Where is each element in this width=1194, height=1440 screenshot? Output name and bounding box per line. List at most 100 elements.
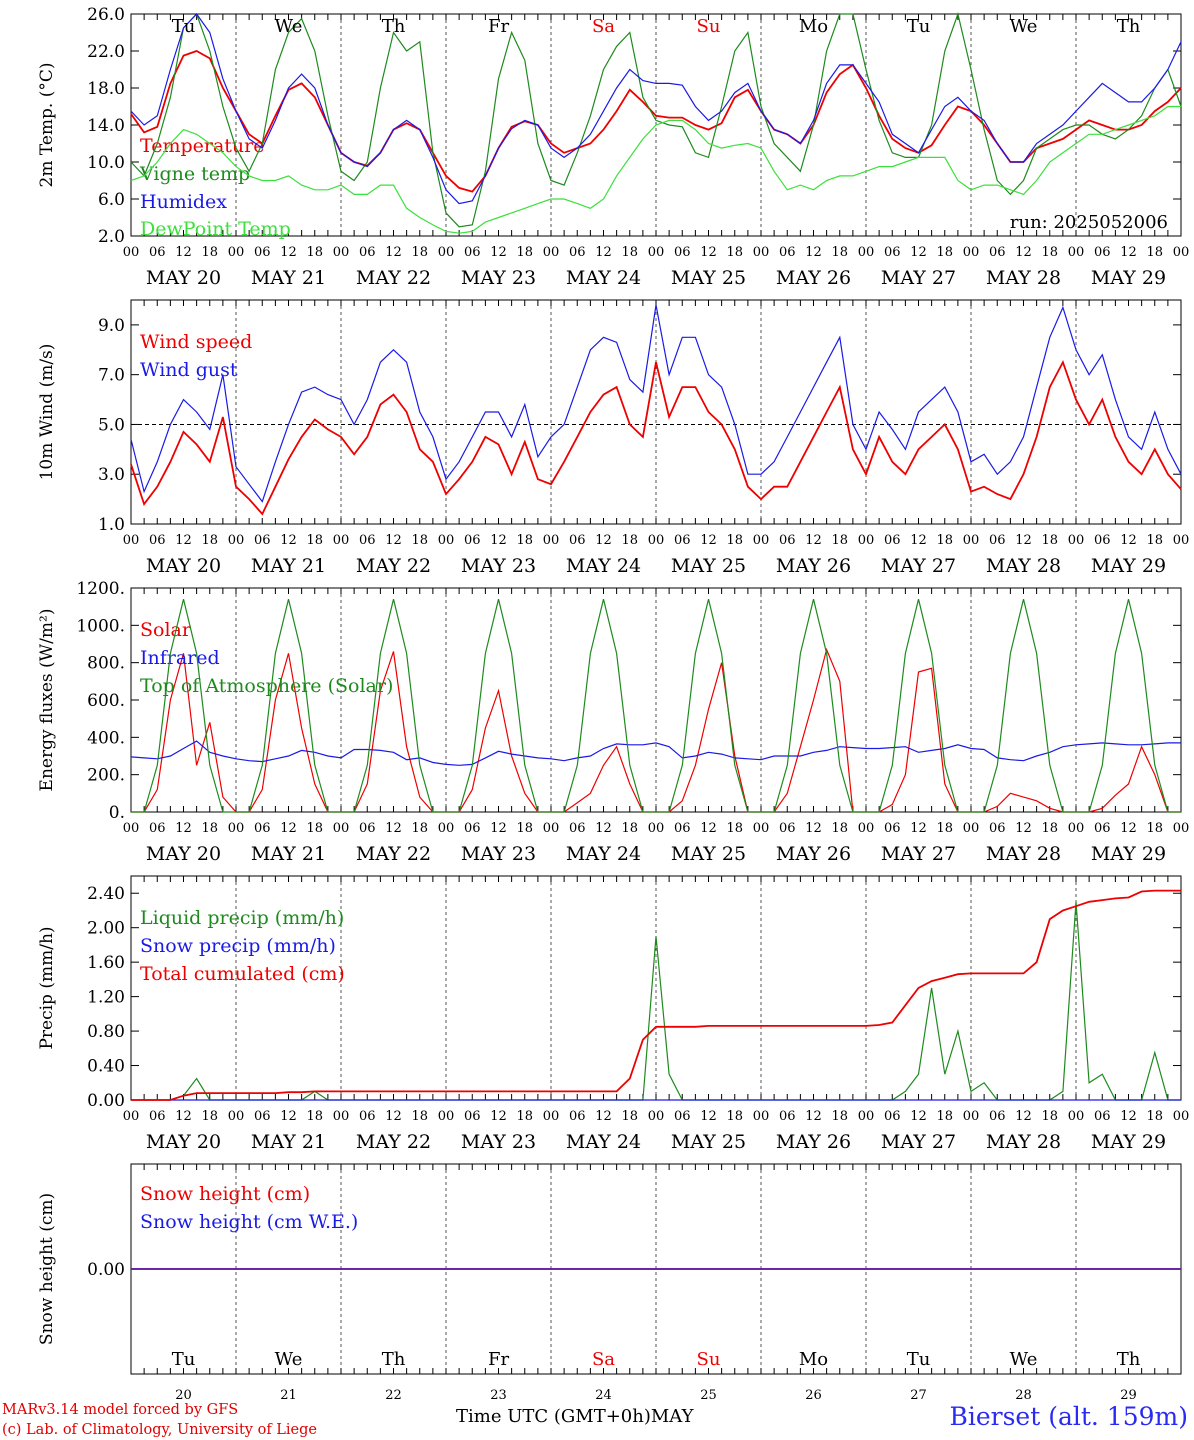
hour-tick-label: 06	[989, 245, 1006, 260]
hour-tick-label: 06	[254, 245, 271, 260]
hour-tick-label: 12	[910, 821, 927, 836]
hour-tick-label: 12	[1120, 821, 1137, 836]
hour-tick-label: 06	[884, 245, 901, 260]
date-label: MAY 28	[986, 1131, 1061, 1153]
hour-tick-label: 00	[438, 245, 455, 260]
hour-tick-label: 18	[621, 1109, 638, 1124]
hour-tick-label: 00	[753, 533, 770, 548]
legend-entry: Solar	[140, 619, 192, 641]
legend-entry: Humidex	[140, 191, 227, 213]
hour-tick-label: 12	[490, 533, 507, 548]
hour-tick-label: 06	[254, 533, 271, 548]
day-number-label: 23	[490, 1388, 507, 1403]
hour-tick-label: 12	[385, 245, 402, 260]
hour-tick-label: 06	[464, 533, 481, 548]
hour-tick-label: 12	[175, 1109, 192, 1124]
series-line-top-of-atmosphere-solar-	[131, 599, 1181, 813]
hour-tick-label: 12	[805, 1109, 822, 1124]
hour-tick-label: 18	[831, 1109, 848, 1124]
hour-tick-label: 06	[149, 245, 166, 260]
hour-tick-label: 18	[831, 821, 848, 836]
y-tick-label: 600.	[87, 691, 125, 711]
weekday-label-top: We	[1010, 16, 1038, 37]
time-axis-text: Time UTC (GMT+0h)	[456, 1406, 651, 1427]
series-line-vigne-temp	[130, 11, 1182, 228]
hour-tick-label: 00	[1173, 245, 1190, 260]
y-tick-label: 5.0	[98, 415, 125, 435]
y-axis-label: Snow height (cm)	[37, 1193, 57, 1345]
hour-tick-label: 18	[411, 533, 428, 548]
hour-tick-label: 06	[884, 533, 901, 548]
hour-tick-label: 12	[595, 245, 612, 260]
day-number-label: 24	[595, 1388, 612, 1403]
date-label: MAY 26	[776, 843, 851, 865]
weekday-label-bottom: Fr	[488, 1349, 509, 1370]
hour-tick-label: 00	[1068, 245, 1085, 260]
date-label: MAY 23	[461, 1131, 536, 1153]
weekday-label-top: Fr	[488, 16, 509, 37]
y-tick-label: 7.0	[98, 366, 125, 386]
y-tick-label: 22.0	[87, 42, 125, 62]
hour-tick-label: 06	[149, 533, 166, 548]
hour-tick-label: 18	[201, 533, 218, 548]
hour-tick-label: 12	[1015, 1109, 1032, 1124]
hour-tick-label: 00	[1173, 1109, 1190, 1124]
hour-tick-label: 06	[1094, 245, 1111, 260]
legend-entry: Wind gust	[140, 359, 238, 381]
legend-entry: Snow height (cm)	[140, 1183, 310, 1205]
hour-tick-label: 00	[1068, 1109, 1085, 1124]
hour-tick-label: 12	[595, 533, 612, 548]
date-label: MAY 28	[986, 267, 1061, 289]
hour-tick-label: 00	[858, 245, 875, 260]
hour-tick-label: 06	[359, 533, 376, 548]
date-label: MAY 27	[881, 267, 956, 289]
hour-tick-label: 18	[516, 533, 533, 548]
hour-tick-label: 12	[385, 1109, 402, 1124]
hour-tick-label: 06	[569, 533, 586, 548]
hour-tick-label: 12	[490, 1109, 507, 1124]
hour-tick-label: 00	[438, 821, 455, 836]
hour-tick-label: 18	[306, 533, 323, 548]
hour-tick-label: 00	[648, 245, 665, 260]
y-tick-label: 2.0	[98, 227, 125, 247]
y-axis-label: 2m Temp. (°C)	[37, 62, 57, 187]
weekday-label-bottom: Th	[1117, 1349, 1141, 1370]
hour-tick-label: 06	[1094, 1109, 1111, 1124]
date-label: MAY 29	[1091, 1131, 1166, 1153]
date-label: MAY 23	[461, 267, 536, 289]
date-label: MAY 25	[671, 267, 746, 289]
date-label: MAY 27	[881, 843, 956, 865]
hour-tick-label: 00	[753, 245, 770, 260]
hour-tick-label: 18	[411, 821, 428, 836]
hour-tick-label: 00	[753, 1109, 770, 1124]
date-label: MAY 21	[251, 555, 326, 577]
series-line-wind-speed	[130, 359, 1182, 516]
hour-tick-label: 12	[280, 245, 297, 260]
hour-tick-label: 18	[726, 245, 743, 260]
hour-tick-label: 00	[1068, 533, 1085, 548]
hour-tick-label: 12	[595, 821, 612, 836]
weekday-label-top: Tu	[907, 16, 931, 37]
hour-tick-label: 18	[621, 821, 638, 836]
hour-tick-label: 18	[306, 1109, 323, 1124]
hour-tick-label: 00	[1173, 821, 1190, 836]
series-line-wind-gust	[130, 304, 1182, 503]
hour-tick-label: 06	[779, 821, 796, 836]
credit-line-2: (c) Lab. of Climatology, University of L…	[2, 1422, 317, 1438]
weekday-label-top: We	[275, 16, 303, 37]
hour-tick-label: 12	[1015, 533, 1032, 548]
y-tick-label: 400.	[87, 728, 125, 748]
hour-tick-label: 00	[123, 821, 140, 836]
legend-entry: Vigne temp	[139, 163, 250, 185]
weekday-label-bottom: We	[1010, 1349, 1038, 1370]
hour-tick-label: 00	[543, 1109, 560, 1124]
hour-tick-label: 06	[674, 245, 691, 260]
hour-tick-label: 18	[411, 245, 428, 260]
hour-tick-label: 00	[438, 1109, 455, 1124]
weekday-label-bottom: Th	[382, 1349, 406, 1370]
hour-tick-label: 06	[674, 533, 691, 548]
legend-entry: Top of Atmosphere (Solar)	[140, 675, 393, 697]
hour-tick-label: 06	[464, 245, 481, 260]
weekday-label-bottom: We	[275, 1349, 303, 1370]
